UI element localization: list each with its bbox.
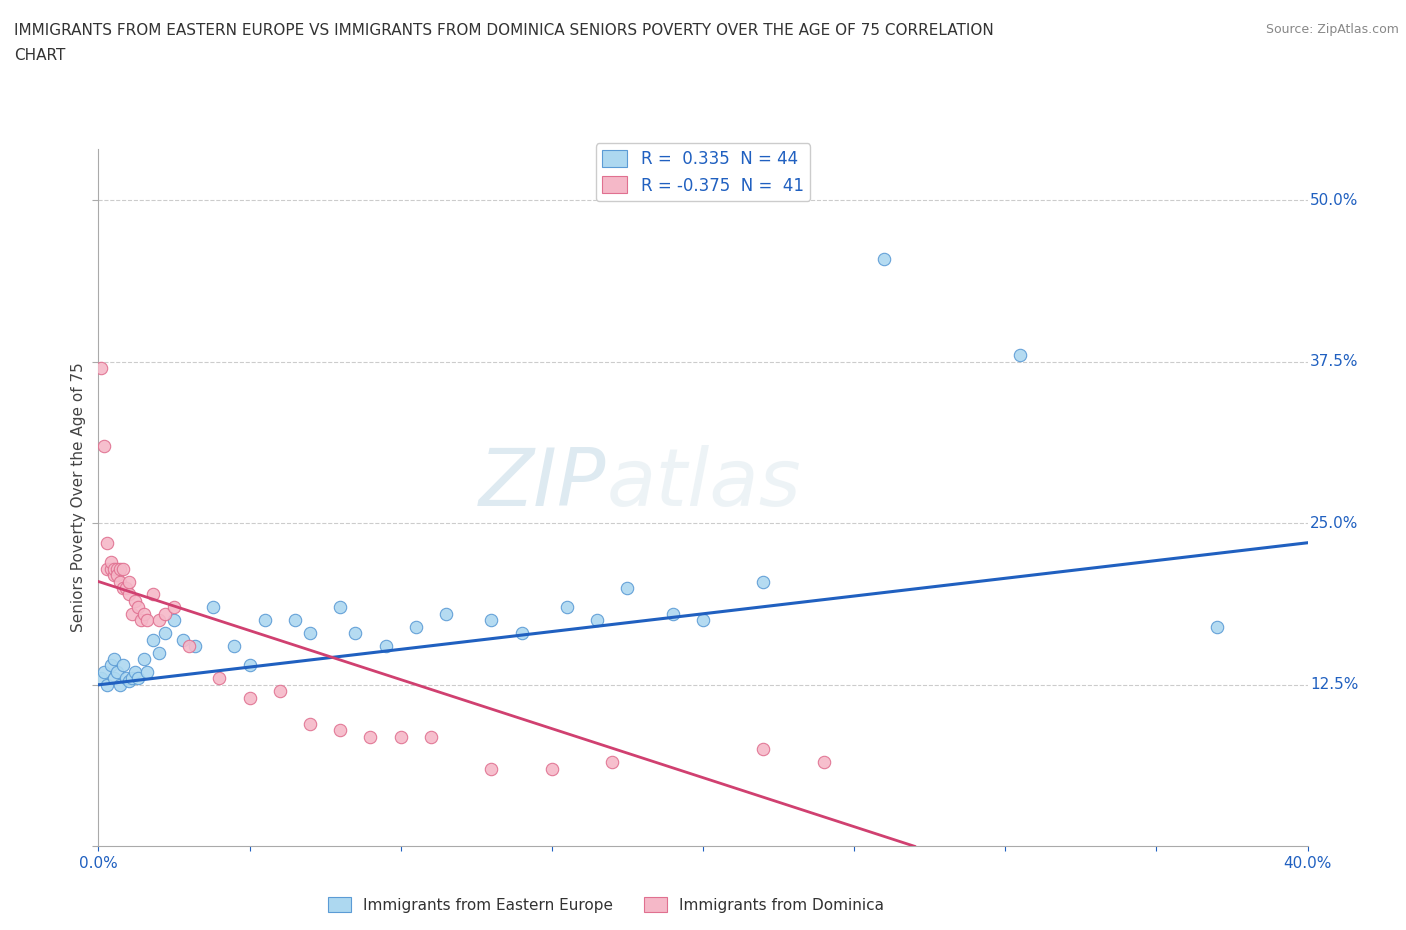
Point — [163, 600, 186, 615]
Point — [692, 613, 714, 628]
Point — [172, 632, 194, 647]
Point — [374, 639, 396, 654]
Point — [129, 613, 152, 628]
Point — [118, 673, 141, 688]
Point — [90, 361, 112, 376]
Point — [360, 729, 382, 744]
Point — [586, 613, 609, 628]
Point — [111, 580, 134, 595]
Point — [105, 567, 128, 582]
Point — [135, 665, 157, 680]
Point — [813, 755, 835, 770]
Text: 50.0%: 50.0% — [1310, 193, 1358, 208]
Point — [118, 574, 141, 589]
Text: atlas: atlas — [606, 445, 801, 523]
Point — [100, 554, 122, 569]
Point — [108, 561, 131, 576]
Point — [419, 729, 441, 744]
Point — [93, 665, 115, 680]
Point — [108, 574, 131, 589]
Point — [540, 762, 562, 777]
Point — [481, 613, 503, 628]
Point — [135, 613, 157, 628]
Point — [96, 677, 118, 692]
Point — [124, 665, 146, 680]
Point — [127, 671, 149, 685]
Legend: Immigrants from Eastern Europe, Immigrants from Dominica: Immigrants from Eastern Europe, Immigran… — [322, 891, 890, 919]
Point — [329, 723, 352, 737]
Point — [202, 600, 225, 615]
Point — [239, 658, 262, 673]
Point — [148, 613, 170, 628]
Text: CHART: CHART — [14, 48, 66, 63]
Point — [142, 587, 165, 602]
Point — [100, 561, 122, 576]
Point — [873, 251, 896, 266]
Point — [616, 580, 638, 595]
Point — [103, 561, 125, 576]
Point — [184, 639, 207, 654]
Point — [239, 690, 262, 705]
Point — [105, 665, 128, 680]
Point — [405, 619, 427, 634]
Point — [434, 606, 457, 621]
Point — [224, 639, 246, 654]
Point — [163, 613, 186, 628]
Point — [1206, 619, 1229, 634]
Point — [148, 645, 170, 660]
Point — [299, 626, 322, 641]
Point — [1010, 348, 1032, 363]
Point — [602, 755, 624, 770]
Point — [153, 626, 176, 641]
Point — [96, 536, 118, 551]
Point — [96, 561, 118, 576]
Point — [111, 658, 134, 673]
Point — [103, 567, 125, 582]
Y-axis label: Seniors Poverty Over the Age of 75: Seniors Poverty Over the Age of 75 — [70, 363, 86, 632]
Point — [481, 762, 503, 777]
Point — [124, 593, 146, 608]
Point — [389, 729, 412, 744]
Point — [344, 626, 367, 641]
Point — [90, 671, 112, 685]
Point — [299, 716, 322, 731]
Point — [208, 671, 231, 685]
Point — [555, 600, 578, 615]
Text: 12.5%: 12.5% — [1310, 677, 1358, 692]
Point — [132, 606, 155, 621]
Text: 25.0%: 25.0% — [1310, 516, 1358, 531]
Point — [177, 639, 201, 654]
Point — [142, 632, 165, 647]
Point — [121, 606, 143, 621]
Point — [103, 671, 125, 685]
Point — [132, 652, 155, 667]
Point — [118, 587, 141, 602]
Point — [114, 671, 136, 685]
Point — [269, 684, 291, 698]
Point — [752, 574, 775, 589]
Point — [103, 652, 125, 667]
Point — [661, 606, 683, 621]
Text: Source: ZipAtlas.com: Source: ZipAtlas.com — [1265, 23, 1399, 36]
Point — [253, 613, 276, 628]
Point — [108, 677, 131, 692]
Point — [100, 658, 122, 673]
Point — [105, 561, 128, 576]
Point — [111, 561, 134, 576]
Text: ZIP: ZIP — [479, 445, 606, 523]
Point — [114, 580, 136, 595]
Point — [93, 438, 115, 453]
Point — [284, 613, 307, 628]
Point — [329, 600, 352, 615]
Point — [510, 626, 533, 641]
Point — [127, 600, 149, 615]
Text: 37.5%: 37.5% — [1310, 354, 1358, 369]
Point — [121, 671, 143, 685]
Point — [752, 742, 775, 757]
Text: IMMIGRANTS FROM EASTERN EUROPE VS IMMIGRANTS FROM DOMINICA SENIORS POVERTY OVER : IMMIGRANTS FROM EASTERN EUROPE VS IMMIGR… — [14, 23, 994, 38]
Point — [153, 606, 176, 621]
